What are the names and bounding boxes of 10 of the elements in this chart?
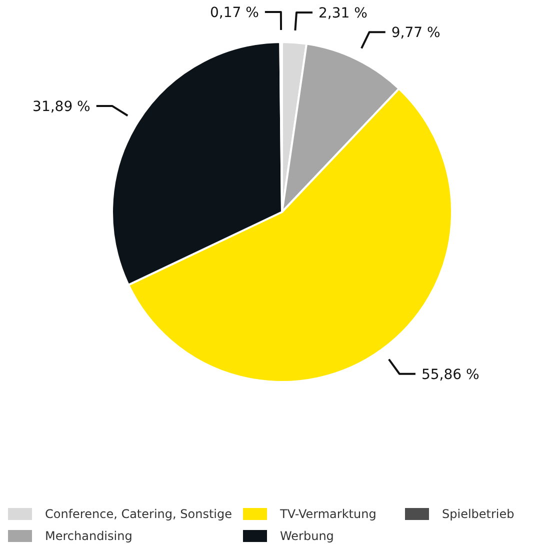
legend-label: Merchandising [45,529,132,544]
legend-label: Spielbetrieb [442,507,514,522]
legend-label: Conference, Catering, Sonstige [45,507,232,522]
data-label: 2,31 % [318,5,368,22]
legend-label: TV-Vermarktung [279,507,376,522]
legend-label: Werbung [280,529,334,544]
data-label: 55,86 % [421,366,480,383]
data-label: 31,89 % [32,98,90,115]
data-label: 9,77 % [391,24,440,41]
data-label: 0,17 % [210,4,259,21]
